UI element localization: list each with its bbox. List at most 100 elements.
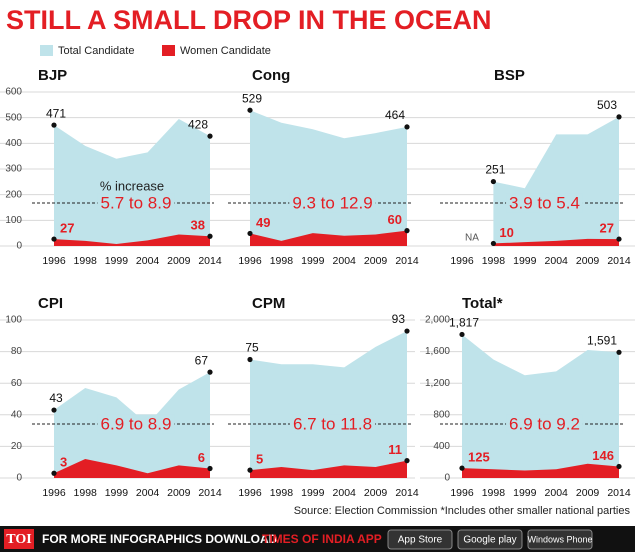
x-tick-label: 1999 bbox=[301, 255, 325, 267]
annotation: 3.9 to 5.4 bbox=[509, 193, 580, 212]
x-tick-label: 2004 bbox=[545, 487, 569, 499]
x-tick-label: 2014 bbox=[395, 487, 419, 499]
women-area bbox=[250, 230, 407, 246]
women-label: 10 bbox=[499, 225, 513, 240]
end-dot bbox=[404, 228, 410, 234]
end-dot bbox=[490, 178, 496, 185]
y-tick-label: 40 bbox=[11, 409, 23, 420]
x-tick-label: 1996 bbox=[42, 255, 66, 267]
y-tick-label: 100 bbox=[5, 215, 22, 226]
x-tick-label: 1999 bbox=[105, 487, 129, 499]
end-dot bbox=[207, 133, 213, 139]
store-label[interactable]: Windows Phone bbox=[527, 534, 592, 544]
end-dot bbox=[616, 114, 622, 120]
x-tick-label: 2014 bbox=[607, 487, 631, 499]
legend-swatch bbox=[40, 45, 53, 56]
end-dot bbox=[459, 331, 465, 338]
x-tick-label: 2009 bbox=[576, 487, 600, 499]
na-note: NA bbox=[465, 233, 479, 244]
end-dot bbox=[207, 465, 213, 472]
legend-label: Total Candidate bbox=[58, 45, 134, 57]
women-area bbox=[250, 460, 407, 478]
annotation-bg bbox=[506, 193, 583, 213]
total-label: 93 bbox=[392, 312, 406, 326]
annotation: 6.9 to 9.2 bbox=[509, 414, 580, 433]
women-label: 3 bbox=[60, 455, 67, 470]
total-label: 251 bbox=[485, 163, 505, 177]
women-label: 38 bbox=[191, 218, 205, 233]
total-area bbox=[462, 334, 619, 478]
store-badge[interactable] bbox=[457, 529, 523, 550]
end-dot bbox=[247, 107, 253, 113]
legend-swatch bbox=[162, 45, 175, 56]
end-dot bbox=[490, 240, 496, 247]
end-dot bbox=[51, 236, 57, 242]
x-tick-label: 2014 bbox=[198, 255, 222, 267]
y-tick-label: 0 bbox=[16, 473, 22, 484]
end-dot bbox=[404, 458, 410, 464]
women-area bbox=[493, 238, 619, 246]
store-badge[interactable] bbox=[527, 529, 593, 550]
y-tick-label: 1,600 bbox=[425, 346, 450, 357]
annotation: 6.7 to 11.8 bbox=[293, 414, 372, 433]
women-area bbox=[54, 234, 210, 246]
total-area bbox=[493, 116, 619, 246]
footer-text: FOR MORE INFOGRAPHICS DOWNLOAD bbox=[42, 532, 278, 546]
x-tick-label: 2009 bbox=[167, 255, 191, 267]
total-label: 75 bbox=[245, 341, 259, 355]
x-tick-label: 2004 bbox=[333, 255, 357, 267]
x-tick-label: 2004 bbox=[545, 255, 569, 267]
x-tick-label: 2009 bbox=[364, 487, 388, 499]
x-tick-label: 1998 bbox=[482, 487, 506, 499]
annotation-bg bbox=[97, 193, 175, 213]
end-dot bbox=[207, 233, 213, 239]
total-label: 503 bbox=[597, 98, 617, 112]
legend-label: Women Candidate bbox=[180, 45, 271, 57]
total-label: 428 bbox=[188, 117, 208, 131]
x-tick-label: 2014 bbox=[198, 487, 222, 499]
x-tick-label: 1996 bbox=[238, 255, 262, 267]
women-label: 6 bbox=[198, 450, 205, 465]
footer-app: TIMES OF INDIA APP bbox=[262, 532, 382, 546]
total-label: 1,817 bbox=[449, 316, 479, 330]
total-label: 529 bbox=[242, 91, 262, 105]
end-dot bbox=[247, 467, 253, 473]
y-tick-label: 300 bbox=[5, 164, 22, 175]
end-dot bbox=[51, 470, 57, 476]
x-tick-label: 1998 bbox=[74, 487, 98, 499]
end-dot bbox=[616, 463, 622, 470]
y-tick-label: 20 bbox=[11, 441, 23, 452]
y-tick-label: 400 bbox=[433, 441, 450, 452]
y-tick-label: 60 bbox=[11, 378, 23, 389]
end-dot bbox=[459, 465, 465, 471]
y-tick-label: 600 bbox=[5, 87, 22, 98]
total-label: 67 bbox=[195, 353, 209, 367]
women-label: 27 bbox=[60, 221, 74, 236]
chart-title: CPI bbox=[38, 295, 63, 312]
x-tick-label: 1996 bbox=[238, 487, 262, 499]
annotation-bg bbox=[97, 414, 175, 434]
total-label: 471 bbox=[46, 106, 66, 120]
store-badge[interactable] bbox=[387, 529, 453, 550]
y-tick-label: 400 bbox=[5, 138, 22, 149]
chart-title: Cong bbox=[252, 67, 290, 84]
x-tick-label: 2009 bbox=[576, 255, 600, 267]
x-tick-label: 1998 bbox=[74, 255, 98, 267]
chart-title: BSP bbox=[494, 67, 525, 84]
x-tick-label: 1998 bbox=[270, 255, 294, 267]
women-label: 125 bbox=[468, 450, 490, 465]
store-label[interactable]: App Store bbox=[398, 535, 443, 546]
brand-box bbox=[4, 529, 34, 549]
x-tick-label: 2009 bbox=[167, 487, 191, 499]
annotation-bg bbox=[289, 193, 376, 213]
end-dot bbox=[51, 122, 57, 128]
x-tick-label: 1998 bbox=[482, 255, 506, 267]
x-tick-label: 2014 bbox=[395, 255, 419, 267]
x-tick-label: 1999 bbox=[513, 487, 537, 499]
page-title: STILL A SMALL DROP IN THE OCEAN bbox=[6, 5, 492, 35]
end-dot bbox=[247, 356, 253, 363]
chart-title: BJP bbox=[38, 67, 67, 84]
store-label[interactable]: Google play bbox=[463, 535, 516, 546]
end-dot bbox=[207, 369, 213, 375]
y-tick-label: 0 bbox=[16, 241, 22, 252]
